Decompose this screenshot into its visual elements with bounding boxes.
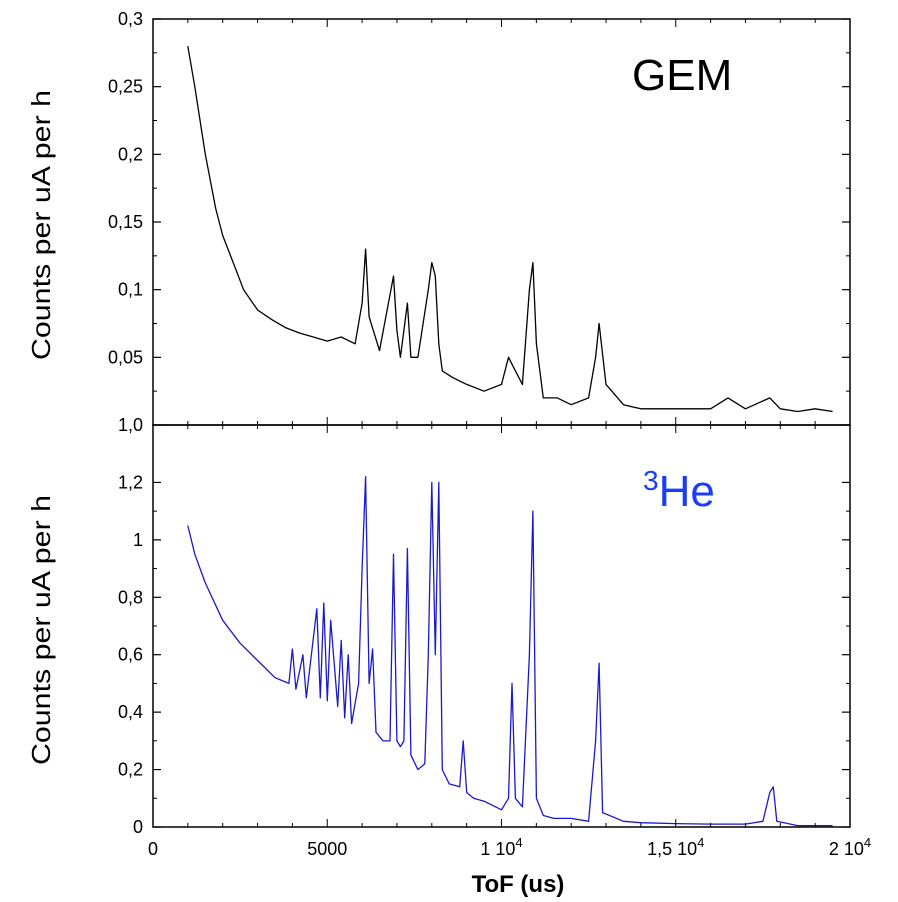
gem-ytick-label: 0,1 bbox=[118, 280, 143, 300]
he3-ytick-labels: 0 0,2 0,4 0,6 0,8 1 1,2 bbox=[118, 472, 143, 837]
gem-plot-frame bbox=[152, 18, 851, 426]
xtick-label: 0 bbox=[148, 839, 158, 859]
xtick-label: 5000 bbox=[307, 839, 347, 859]
he3-y-axis-title: Counts per uA per h bbox=[26, 495, 56, 765]
gem-ytick-label: 0,3 bbox=[118, 9, 143, 29]
gem-ytick-label: 1,0 bbox=[118, 415, 143, 435]
gem-series bbox=[187, 45, 833, 413]
he3-ytick-label: 0 bbox=[133, 817, 143, 837]
gem-panel-label: GEM bbox=[632, 51, 732, 100]
gem-ytick-label: 0,05 bbox=[108, 347, 143, 367]
he3-panel-label-main: He bbox=[659, 467, 715, 516]
he3-ytick-label: 1,2 bbox=[118, 472, 143, 492]
gem-ytick-label: 0,2 bbox=[118, 144, 143, 164]
he3-xtick-labels: 0 5000 1 104 1,5 104 2 104 bbox=[148, 835, 871, 859]
gem-ytick-label: 0,15 bbox=[108, 212, 143, 232]
xtick-label: 1,5 104 bbox=[647, 835, 704, 859]
gem-ytick-label: 0,25 bbox=[108, 77, 143, 97]
he3-ytick-label: 0,2 bbox=[118, 760, 143, 780]
he3-series-line-0 bbox=[187, 476, 833, 827]
he3-ytick-label: 0,8 bbox=[118, 587, 143, 607]
gem-y-axis-title: Counts per uA per h bbox=[26, 90, 56, 360]
gem-panel: 1,0 0,05 0,1 0,15 0,2 0,25 0,3 GEM Counts per … bbox=[26, 9, 851, 435]
he3-ytick-label: 0,4 bbox=[118, 702, 143, 722]
he3-plot-frame bbox=[152, 424, 851, 828]
he3-panel-label: 3He bbox=[643, 465, 715, 516]
he3-ytick-label: 1 bbox=[133, 530, 143, 550]
he3-ticks bbox=[152, 425, 851, 828]
he3-ytick-label: 0,6 bbox=[118, 645, 143, 665]
he3-panel-label-sup: 3 bbox=[643, 465, 659, 496]
xtick-label: 1 104 bbox=[480, 835, 522, 859]
gem-ytick-labels: 1,0 0,05 0,1 0,15 0,2 0,25 0,3 bbox=[108, 9, 143, 435]
xtick-label: 2 104 bbox=[829, 835, 871, 859]
gem-ticks bbox=[152, 18, 851, 426]
he3-series bbox=[187, 476, 833, 827]
gem-series-line-0 bbox=[187, 45, 833, 413]
he3-panel: 0 0,2 0,4 0,6 0,8 1 1,2 0 5000 1 104 1,5 104 2 104… bbox=[26, 424, 871, 898]
x-axis-title: ToF (us) bbox=[472, 871, 565, 898]
